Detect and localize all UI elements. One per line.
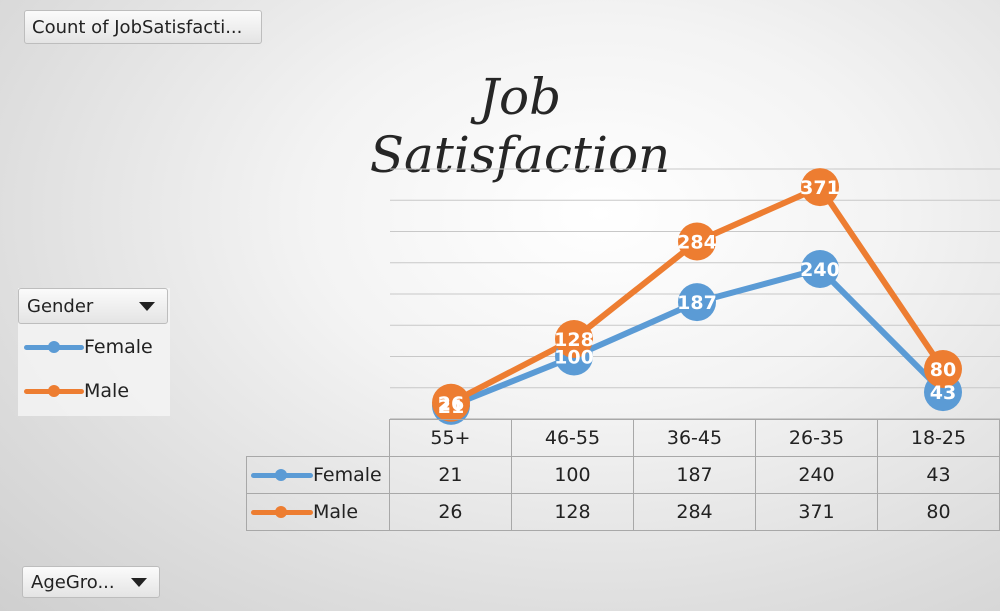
data-label-female: 43	[930, 382, 956, 404]
data-label-male: 26	[438, 393, 464, 415]
category-label: 46-55	[510, 419, 634, 457]
table-cell: 80	[877, 493, 1000, 531]
table-header-row: 55+ 46-55 36-45 26-35 18-25	[247, 419, 1000, 457]
table-cell: 100	[510, 456, 634, 494]
data-label-male: 284	[677, 232, 717, 254]
value-field-button[interactable]: Count of JobSatisfacti...	[24, 10, 262, 44]
table-corner	[247, 420, 390, 457]
dropdown-arrow-icon	[131, 578, 147, 587]
data-point-male	[432, 383, 470, 422]
data-point-female	[678, 283, 716, 322]
data-label-female: 240	[800, 259, 840, 281]
category-label: 36-45	[632, 419, 757, 457]
male-series-marker-icon	[251, 505, 313, 519]
table-cell: 284	[632, 493, 757, 531]
dropdown-arrow-icon	[139, 302, 155, 311]
female-series-marker-icon	[24, 340, 84, 354]
table-cell: 21	[388, 456, 512, 494]
male-series-marker-icon	[24, 384, 84, 398]
category-label: 18-25	[877, 419, 1000, 457]
value-field-label: Count of JobSatisfacti...	[32, 16, 243, 38]
legend-entry-female: Female	[24, 336, 153, 358]
data-point-male	[678, 222, 716, 261]
table-series-label: Male	[313, 501, 359, 523]
category-label: 55+	[388, 419, 512, 457]
table-cell: 43	[877, 456, 1000, 494]
agegroup-filter-label: AgeGro...	[31, 571, 115, 593]
table-row-female: Female 21 100 187 240 43	[246, 456, 1000, 494]
category-label: 26-35	[754, 419, 879, 457]
chart-title: Job Satisfaction	[369, 68, 671, 184]
table-cell: 187	[632, 456, 757, 494]
data-label-male: 371	[800, 177, 840, 199]
gender-filter-button[interactable]: Gender	[18, 288, 168, 324]
gender-filter-label: Gender	[27, 295, 94, 317]
table-series-label: Female	[313, 464, 382, 486]
agegroup-filter-button[interactable]: AgeGro...	[22, 566, 160, 598]
female-series-marker-icon	[251, 468, 313, 482]
legend-entry-male: Male	[24, 380, 129, 402]
table-cell: 371	[754, 493, 879, 531]
table-cell: 240	[754, 456, 879, 494]
data-point-female	[801, 250, 839, 288]
data-label-female: 100	[554, 347, 594, 369]
table-cell: 128	[510, 493, 634, 531]
table-row-header-male: Male	[246, 493, 390, 531]
data-label-female: 21	[438, 396, 464, 418]
data-label-male: 80	[930, 359, 956, 381]
data-point-male	[555, 320, 593, 358]
data-label-female: 187	[677, 292, 717, 314]
table-cell: 26	[388, 493, 512, 531]
table-row-header-female: Female	[246, 456, 390, 494]
legend-label-male: Male	[84, 380, 130, 402]
data-point-male	[801, 168, 839, 207]
legend: Gender Female Male	[18, 288, 170, 416]
data-point-male	[924, 350, 962, 388]
data-label-male: 128	[554, 329, 594, 351]
data-table: 55+ 46-55 36-45 26-35 18-25 Female 21 10…	[246, 419, 1000, 531]
table-row-male: Male 26 128 284 371 80	[246, 493, 1000, 531]
legend-label-female: Female	[84, 336, 153, 358]
